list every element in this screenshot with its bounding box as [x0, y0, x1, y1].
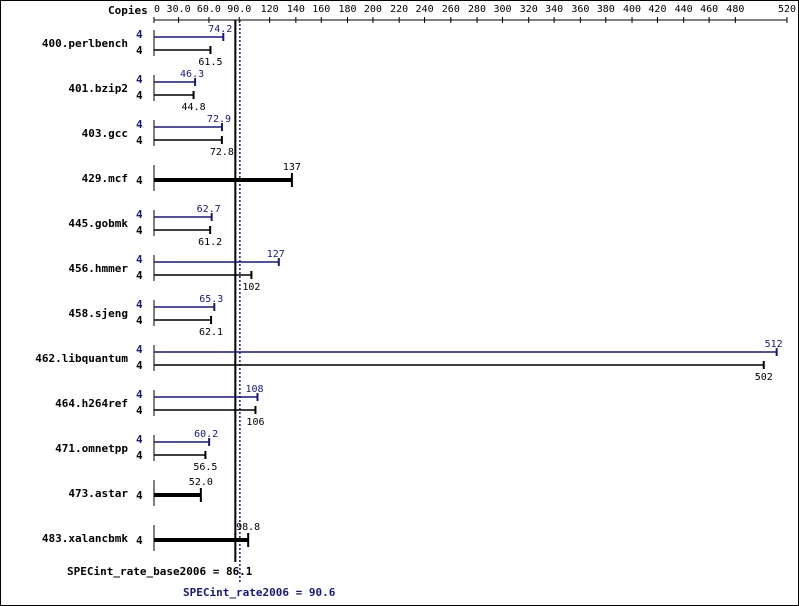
base-value-label: 56.5 — [193, 462, 217, 473]
benchmark-row: 403.gcc 4 4 72.9 72.8 — [82, 114, 234, 158]
x-tick-label: 420 — [648, 4, 666, 15]
benchmark-row: 445.gobmk 4 4 62.7 61.2 — [68, 204, 222, 248]
benchmark-row: 400.perlbench 4 4 74.2 61.5 — [42, 24, 232, 68]
peak-copies: 4 — [136, 343, 143, 356]
benchmark-row: 456.hmmer 4 4 127 102 — [68, 249, 284, 293]
base-value-label: 44.8 — [182, 102, 206, 113]
base-value-label: 502 — [755, 372, 773, 383]
summary-base-label: SPECint_rate_base2006 = 86.1 — [67, 565, 253, 578]
peak-copies: 4 — [136, 298, 143, 311]
x-tick-label: 260 — [442, 4, 460, 15]
base-copies: 4 — [136, 359, 143, 372]
base-value-label: 102 — [242, 282, 260, 293]
benchmark-name: 456.hmmer — [68, 262, 128, 275]
benchmark-name: 473.astar — [68, 487, 128, 500]
benchmark-row: 401.bzip2 4 4 46.3 44.8 — [68, 69, 205, 113]
benchmark-name: 462.libquantum — [35, 352, 128, 365]
x-tick-label: 180 — [338, 4, 356, 15]
peak-value-label: 62.7 — [197, 204, 221, 215]
base-copies: 4 — [136, 314, 143, 327]
x-tick-label: 460 — [700, 4, 718, 15]
peak-copies: 4 — [136, 118, 143, 131]
x-tick-label: 200 — [364, 4, 382, 15]
benchmark-name: 401.bzip2 — [68, 82, 128, 95]
base-copies: 4 — [136, 44, 143, 57]
benchmark-name: 464.h264ref — [55, 397, 128, 410]
x-tick-label: 280 — [468, 4, 486, 15]
base-copies: 4 — [136, 404, 143, 417]
peak-copies: 4 — [136, 28, 143, 41]
x-tick-label: 160 — [312, 4, 330, 15]
peak-value-label: 46.3 — [180, 69, 204, 80]
x-tick-label: 440 — [675, 4, 693, 15]
benchmark-rows: 400.perlbench4474.261.5401.bzip24446.344… — [35, 24, 783, 551]
base-copies: 4 — [136, 89, 143, 102]
base-copies: 4 — [136, 134, 143, 147]
x-tick-label: 240 — [416, 4, 434, 15]
benchmark-name: 458.sjeng — [68, 307, 128, 320]
base-value-label: 61.2 — [198, 237, 222, 248]
x-tick-label: 480 — [726, 4, 744, 15]
x-tick-label: 400 — [623, 4, 641, 15]
summary-lines: SPECint_rate_base2006 = 86.1 SPECint_rat… — [67, 565, 336, 599]
benchmark-name: 400.perlbench — [42, 37, 128, 50]
benchmark-name: 483.xalancbmk — [42, 532, 128, 545]
base-value-label: 61.5 — [198, 57, 222, 68]
x-tick-label: 360 — [571, 4, 589, 15]
base-value-label: 72.8 — [210, 147, 234, 158]
x-tick-label: 340 — [545, 4, 563, 15]
x-axis: 0 30.0 60.0 90.0 120 140 160 180 200 220 240 260 280… — [153, 4, 796, 582]
peak-value-label: 512 — [765, 339, 783, 350]
peak-copies: 4 — [136, 73, 143, 86]
peak-value-label: 72.9 — [207, 114, 231, 125]
benchmark-name: 471.omnetpp — [55, 442, 128, 455]
copies-header: Copies — [108, 4, 148, 17]
x-tick-label: 0 — [154, 4, 160, 15]
benchmark-row: 429.mcf 4 137 — [82, 162, 301, 191]
base-copies: 4 — [136, 224, 143, 237]
x-tick-label: 300 — [493, 4, 511, 15]
x-tick-label: 90.0 — [227, 4, 251, 15]
benchmark-name: 445.gobmk — [68, 217, 128, 230]
benchmark-row: 464.h264ref 4 4 108 106 — [55, 384, 264, 428]
peak-copies: 4 — [136, 388, 143, 401]
x-tick-label: 30.0 — [167, 4, 191, 15]
benchmark-row: 471.omnetpp 4 4 60.2 56.5 — [55, 429, 218, 473]
base-copies: 4 — [136, 269, 143, 282]
base-copies: 4 — [136, 449, 143, 462]
base-value-label: 137 — [283, 162, 301, 173]
x-tick-label: 220 — [390, 4, 408, 15]
base-value-label: 98.8 — [236, 522, 260, 533]
peak-copies: 4 — [136, 253, 143, 266]
x-tick-label: 120 — [261, 4, 279, 15]
benchmark-name: 403.gcc — [82, 127, 128, 140]
x-tick-label: 60.0 — [197, 4, 221, 15]
base-value-label: 62.1 — [199, 327, 223, 338]
base-copies: 4 — [136, 174, 143, 187]
base-copies: 4 — [136, 534, 143, 547]
x-tick-label: 520 — [778, 4, 796, 15]
peak-copies: 4 — [136, 208, 143, 221]
base-value-label: 106 — [246, 417, 264, 428]
benchmark-name: 429.mcf — [82, 172, 128, 185]
peak-value-label: 74.2 — [208, 24, 232, 35]
benchmark-row: 462.libquantum 4 4 512 502 — [35, 339, 782, 383]
x-tick-label: 320 — [520, 4, 538, 15]
benchmark-row: 473.astar 4 52.0 — [68, 477, 213, 506]
x-tick-label: 380 — [597, 4, 615, 15]
peak-value-label: 60.2 — [194, 429, 218, 440]
summary-peak-label: SPECint_rate2006 = 90.6 — [183, 586, 336, 599]
benchmark-row: 483.xalancbmk 4 98.8 — [42, 522, 260, 551]
base-copies: 4 — [136, 489, 143, 502]
base-value-label: 52.0 — [189, 477, 213, 488]
benchmark-row: 458.sjeng 4 4 65.3 62.1 — [68, 294, 223, 338]
peak-value-label: 127 — [267, 249, 285, 260]
peak-value-label: 108 — [245, 384, 263, 395]
x-tick-label: 140 — [287, 4, 305, 15]
peak-copies: 4 — [136, 433, 143, 446]
peak-value-label: 65.3 — [199, 294, 223, 305]
